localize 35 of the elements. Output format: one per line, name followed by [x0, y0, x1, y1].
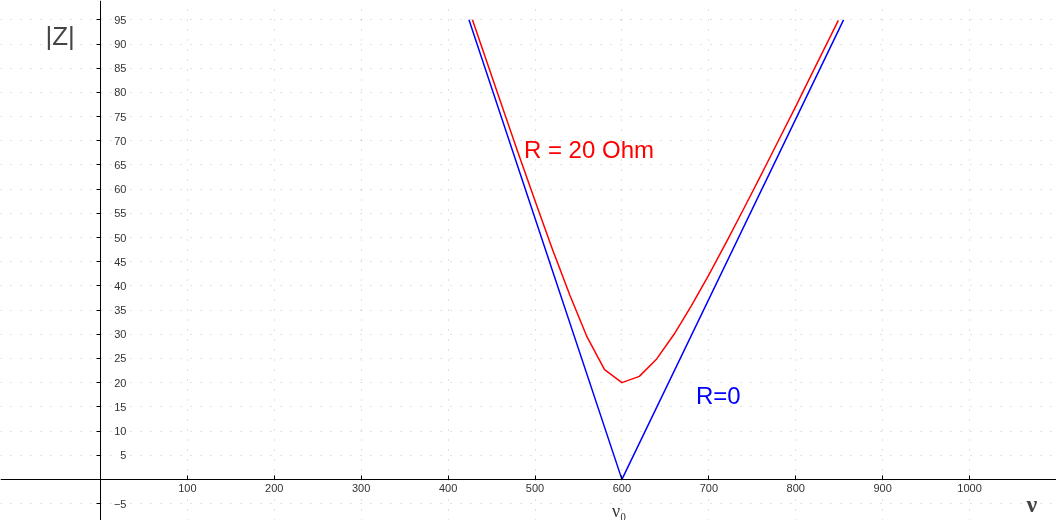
line-series: [471, 19, 840, 384]
x-tick-label: 700: [699, 482, 719, 495]
y-tick-label: 70: [114, 134, 127, 147]
y-tick-label: 65: [114, 158, 127, 171]
x-tick-label: 900: [873, 482, 892, 495]
y-tick-label: 75: [114, 110, 127, 123]
y-tick-label: 15: [114, 400, 127, 413]
y-tick-label: 5: [120, 449, 127, 462]
series-label: R=0: [695, 382, 741, 410]
y-tick-label: 80: [114, 86, 127, 99]
y-tick-label: 55: [114, 207, 127, 220]
y-tick-label: 85: [114, 62, 127, 75]
x-tick-label: 800: [786, 482, 805, 495]
series-label: R = 20 Ohm: [523, 135, 654, 163]
x-tick-label: 600: [612, 482, 632, 495]
y-axis-title: |Z|: [45, 20, 75, 51]
x-tick-label: 200: [265, 482, 284, 495]
y-tick-label: 90: [114, 38, 127, 51]
y-tick-label: 95: [114, 13, 127, 26]
y-tick-label: 50: [114, 231, 127, 244]
y-tick-label: 20: [114, 376, 127, 389]
y-tick-label: 30: [114, 328, 127, 341]
y-tick-label: 45: [114, 255, 127, 268]
x-tick-label: 500: [525, 482, 545, 495]
y-tick-label: 25: [114, 352, 127, 365]
y-tick-label: 60: [114, 183, 127, 196]
x-tick-label: 100: [178, 482, 197, 495]
x-tick-label: 300: [352, 482, 371, 495]
x-tick-label: 400: [438, 482, 458, 495]
y-tick-label: −5: [113, 497, 127, 510]
y-tick-label: 40: [114, 279, 127, 292]
x-axis-title: ν: [1025, 491, 1038, 518]
x-tick-label: 1000: [957, 482, 982, 495]
y-tick-label: 10: [114, 425, 127, 438]
y-tick-label: 35: [114, 304, 127, 317]
